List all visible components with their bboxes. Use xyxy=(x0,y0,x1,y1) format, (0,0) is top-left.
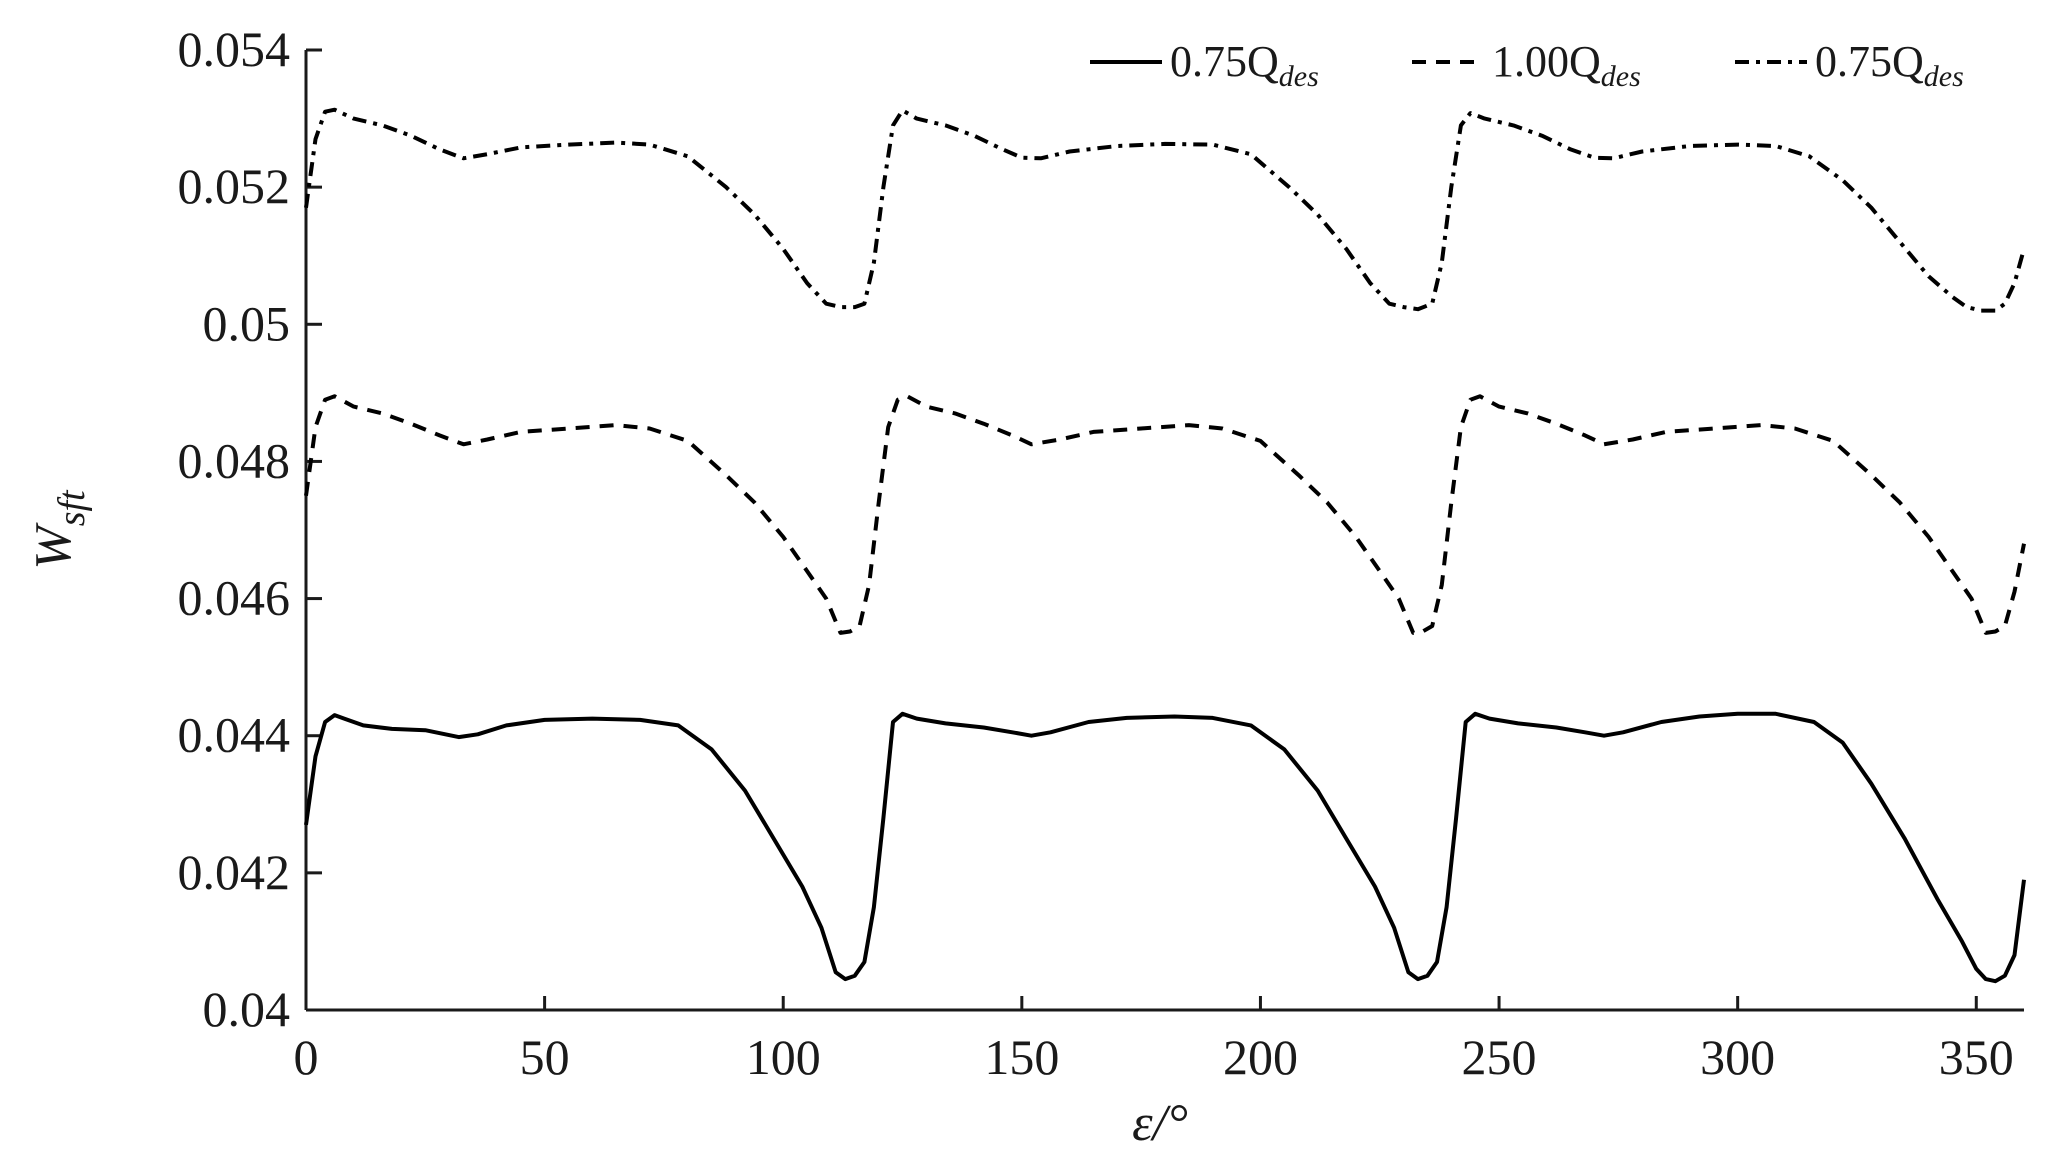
y-tick-label: 0.046 xyxy=(178,570,291,626)
x-tick-label: 0 xyxy=(294,1029,319,1085)
x-ticks: 0 50 100 150 200 250 300 350 xyxy=(294,996,2014,1085)
legend-label-2: 1.00Qdes xyxy=(1492,37,1641,93)
x-axis: 0 50 100 150 200 250 300 350 xyxy=(294,996,2024,1085)
x-tick-label: 50 xyxy=(520,1029,570,1085)
y-tick-label: 0.052 xyxy=(178,158,291,214)
y-axis-title: Wsft xyxy=(25,489,93,570)
series-line-1 xyxy=(304,711,2026,984)
y-axis: 0.04 0.042 0.044 0.046 0.048 0.05 0.052 0.054 xyxy=(178,21,322,1037)
y-ticks: 0.04 0.042 0.044 0.046 0.048 0.05 0.052 0.054 xyxy=(178,21,322,1037)
series-lines xyxy=(304,107,2026,984)
y-tick-label: 0.05 xyxy=(203,295,291,351)
y-tick-label: 0.04 xyxy=(203,981,291,1037)
y-tick-label: 0.054 xyxy=(178,21,291,77)
x-tick-label: 300 xyxy=(1700,1029,1775,1085)
y-tick-label: 0.044 xyxy=(178,707,291,763)
y-axis-title-main: W xyxy=(25,522,82,570)
series-line-3 xyxy=(304,107,2026,313)
legend-label-3: 0.75Qdes xyxy=(1815,37,1964,93)
y-tick-label: 0.042 xyxy=(178,844,291,900)
x-tick-label: 350 xyxy=(1939,1029,2014,1085)
series-line-2 xyxy=(304,394,2026,635)
y-tick-label: 0.048 xyxy=(178,432,291,488)
y-axis-title-sub: sft xyxy=(51,489,93,526)
x-axis-title: ε/° xyxy=(1132,1095,1188,1152)
legend: 0.75Qdes 1.00Qdes 0.75Qdes xyxy=(1090,37,1964,93)
x-tick-label: 100 xyxy=(746,1029,821,1085)
x-tick-label: 250 xyxy=(1462,1029,1537,1085)
legend-label-1: 0.75Qdes xyxy=(1170,37,1319,93)
x-tick-label: 150 xyxy=(984,1029,1059,1085)
x-tick-label: 200 xyxy=(1223,1029,1298,1085)
